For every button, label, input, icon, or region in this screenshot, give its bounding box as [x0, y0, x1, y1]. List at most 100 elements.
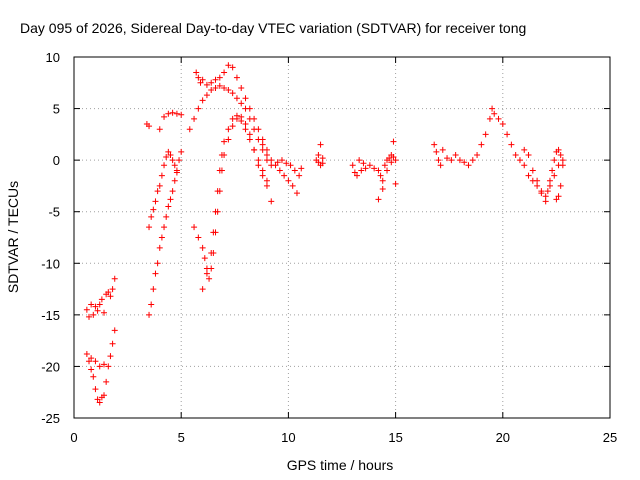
data-point — [499, 121, 506, 128]
data-point — [152, 270, 159, 277]
data-point — [377, 172, 384, 179]
data-point — [478, 141, 485, 148]
series-cluster-4h — [143, 109, 185, 133]
data-point — [212, 84, 219, 91]
data-point — [221, 69, 228, 76]
data-point — [242, 121, 249, 128]
data-point — [96, 363, 103, 370]
data-point — [362, 165, 369, 172]
data-point — [212, 76, 219, 83]
data-point — [246, 136, 253, 143]
data-point — [225, 87, 232, 94]
data-point — [356, 157, 363, 164]
data-point — [146, 224, 153, 231]
y-tick-label: -25 — [41, 411, 60, 426]
data-point — [90, 373, 97, 380]
data-point — [298, 165, 305, 172]
data-point — [171, 162, 178, 169]
data-point — [195, 105, 202, 112]
y-tick-label: -20 — [41, 359, 60, 374]
data-point — [165, 148, 172, 155]
data-point — [456, 157, 463, 164]
data-point — [212, 208, 219, 215]
data-point — [486, 115, 493, 122]
data-point — [161, 162, 168, 169]
data-point — [255, 126, 262, 133]
data-point — [90, 311, 97, 318]
data-point — [158, 172, 165, 179]
data-point — [392, 180, 399, 187]
series-rise-4 — [199, 112, 275, 293]
data-point — [474, 151, 481, 158]
data-point — [375, 167, 382, 174]
data-point — [152, 198, 159, 205]
data-point — [154, 188, 161, 195]
series-decay-9h — [259, 141, 305, 197]
data-point — [319, 155, 326, 162]
data-point — [360, 160, 367, 167]
data-point — [390, 138, 397, 145]
data-point — [206, 275, 213, 282]
data-point — [178, 148, 185, 155]
plot-frame — [73, 56, 611, 419]
x-axis-label: GPS time / hours — [287, 457, 394, 473]
data-point — [495, 115, 502, 122]
data-point — [366, 162, 373, 169]
data-point — [148, 213, 155, 220]
data-point — [452, 151, 459, 158]
data-point — [263, 146, 270, 153]
data-point — [549, 167, 556, 174]
data-point — [255, 157, 262, 164]
data-point — [542, 198, 549, 205]
data-point — [165, 110, 172, 117]
data-point — [199, 97, 206, 104]
data-point — [281, 172, 288, 179]
data-point — [242, 95, 249, 102]
data-point — [371, 165, 378, 172]
data-point — [525, 151, 532, 158]
data-point — [101, 309, 108, 316]
data-point — [296, 172, 303, 179]
data-point — [229, 123, 236, 130]
data-point — [291, 167, 298, 174]
data-point — [276, 167, 283, 174]
data-point — [386, 155, 393, 162]
data-point — [289, 182, 296, 189]
data-point — [101, 361, 108, 368]
data-point — [233, 74, 240, 81]
data-point — [255, 162, 262, 169]
data-point — [544, 188, 551, 195]
data-point — [208, 79, 215, 86]
data-point — [214, 188, 221, 195]
data-point — [555, 146, 562, 153]
data-point — [193, 69, 200, 76]
data-point — [388, 151, 395, 158]
data-point — [199, 76, 206, 83]
data-point — [268, 157, 275, 164]
data-point — [287, 162, 294, 169]
data-point — [195, 74, 202, 81]
data-point — [161, 224, 168, 231]
data-point — [203, 81, 210, 88]
data-point — [525, 172, 532, 179]
data-point — [156, 182, 163, 189]
data-point — [163, 154, 170, 161]
data-point — [512, 151, 519, 158]
data-point — [534, 182, 541, 189]
data-point — [278, 157, 285, 164]
data-point — [315, 159, 322, 166]
data-point — [379, 186, 386, 193]
data-point — [489, 105, 496, 112]
data-point — [197, 79, 204, 86]
data-point — [259, 167, 266, 174]
data-point — [238, 113, 245, 120]
series-cluster-11h — [313, 141, 326, 169]
data-point — [285, 177, 292, 184]
x-tick-label: 20 — [496, 430, 510, 445]
data-point — [107, 353, 114, 360]
y-tick-label: 0 — [53, 153, 60, 168]
data-points — [83, 62, 566, 406]
data-point — [263, 182, 270, 189]
data-point — [96, 301, 103, 308]
